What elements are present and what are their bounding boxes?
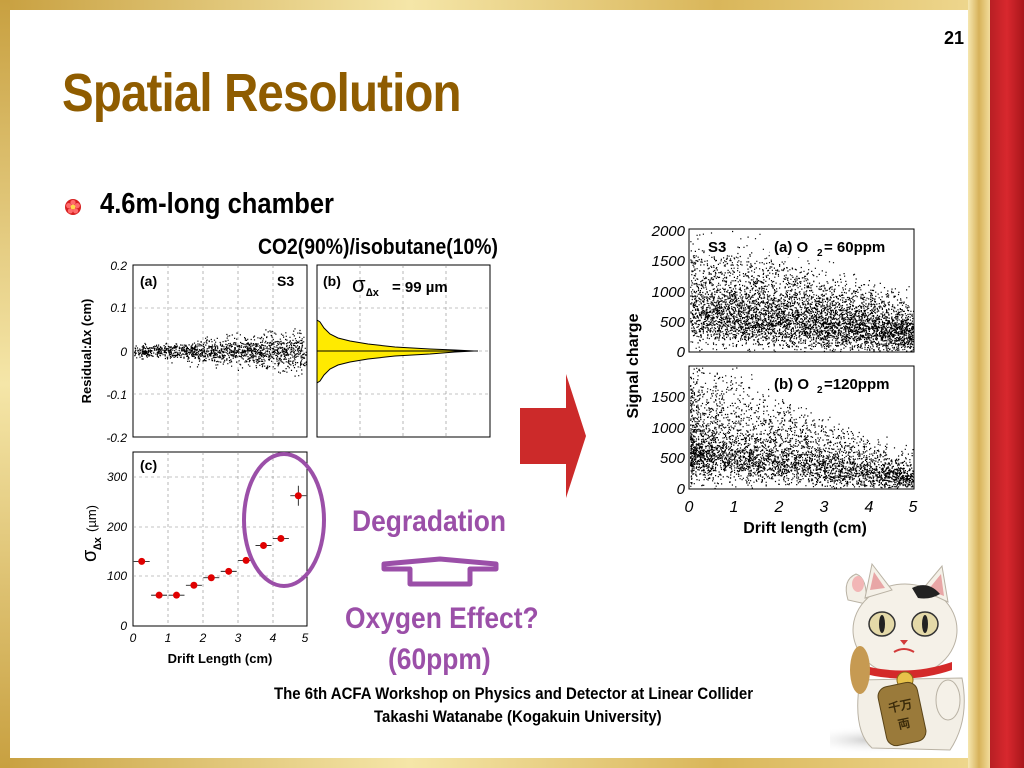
panel-b-sigma-value: = 99 µm xyxy=(392,279,448,296)
highlight-ellipse xyxy=(242,452,326,588)
panel-a-tag: (a) xyxy=(140,273,157,289)
oxygen-effect-label: Oxygen Effect? xyxy=(345,602,539,635)
right-b-o2-value: =120ppm xyxy=(824,376,889,393)
frame-bottom-border xyxy=(0,758,1024,768)
panel-c-ytick-100: 100 xyxy=(107,569,127,583)
degradation-label: Degradation xyxy=(352,505,507,538)
red-side-band xyxy=(990,0,1024,768)
oxygen-ppm-label: (60ppm) xyxy=(388,643,491,676)
panel-c-xtick-4: 4 xyxy=(270,631,277,645)
panel-b-histogram: (b) σ ∆x = 99 µm xyxy=(316,264,491,438)
panel-c-xlabel: Drift Length (cm) xyxy=(168,651,273,666)
sigma-point-8 xyxy=(255,541,272,549)
frame-left-border xyxy=(0,0,10,768)
panel-a-ytick-4: -0.1 xyxy=(106,388,127,402)
slide-title: Spatial Resolution xyxy=(62,63,462,123)
residual-figure: (a) S3 0.2 0.1 0 -0.1 -0.2 Residual:∆x (… xyxy=(79,259,309,666)
bullet-text: 4.6m-long chamber xyxy=(100,188,334,220)
right-b-ytick-0: 0 xyxy=(677,481,686,498)
scatter-r1-dots xyxy=(690,230,915,353)
sigma-point-6 xyxy=(220,567,237,575)
panel-a-ytick-1: 0.2 xyxy=(110,259,127,273)
right-b-o2-sub: 2 xyxy=(817,385,823,396)
panel-b-tag: (b) xyxy=(323,273,341,289)
right-a-run: S3 xyxy=(708,239,726,256)
right-a-o2-value: = 60ppm xyxy=(824,239,885,256)
panel-c-xtick-3: 3 xyxy=(235,631,242,645)
panel-c-ytick-300: 300 xyxy=(107,470,127,484)
right-xlabel: Drift length (cm) xyxy=(743,520,867,537)
footer-author: Takashi Watanabe (Kogakuin University) xyxy=(374,707,662,726)
svg-text:千万: 千万 xyxy=(887,696,914,716)
footer-workshop: The 6th ACFA Workshop on Physics and Det… xyxy=(274,684,754,703)
sigma-point-5 xyxy=(203,574,220,582)
scatter-r2-dots xyxy=(690,367,915,490)
panel-a-ytick-2: 0.1 xyxy=(110,301,127,315)
panel-b-sigma: σ xyxy=(352,272,366,297)
scatter-a-dots xyxy=(134,328,308,377)
hollow-arrow-icon xyxy=(381,556,499,587)
panel-c-ylabel-unit: (µm) xyxy=(84,505,99,532)
panel-a-ylabel: Residual:∆x (cm) xyxy=(79,299,94,404)
panel-c-sigma-vs-drift: (c) 300 200 100 0 0 1 2 3 4 5 Drift Leng… xyxy=(79,451,309,666)
right-xtick-1: 1 xyxy=(730,499,739,516)
page-number: 21 xyxy=(944,28,965,48)
right-a-ytick-500: 500 xyxy=(660,314,686,331)
panel-a-ytick-5: -0.2 xyxy=(106,431,127,445)
lucky-cat-image: 千万 両 xyxy=(830,562,965,754)
panel-c-ylabel: σ ∆x (µm) xyxy=(79,505,104,562)
panel-a-run: S3 xyxy=(277,273,294,289)
frame-top-border xyxy=(0,0,1024,10)
right-a-o2-sub: 2 xyxy=(817,248,823,259)
panel-c-ytick-0: 0 xyxy=(120,619,127,633)
right-a-ytick-0: 0 xyxy=(677,344,686,361)
signal-charge-figure: S3 (a) O 2 = 60ppm (b) O 2 =120ppm 2000 … xyxy=(625,223,918,537)
sigma-point-4 xyxy=(185,581,202,589)
right-ylabel: Signal charge xyxy=(625,313,642,418)
right-a-ytick-1000: 1000 xyxy=(652,284,686,301)
panel-c-ylabel-sigma: σ xyxy=(79,549,101,562)
right-b-tag-text: (b) O xyxy=(774,376,809,393)
right-b-tag: (b) O 2 =120ppm xyxy=(774,376,889,396)
flower-bullet-icon xyxy=(65,199,81,215)
gold-side-band xyxy=(968,0,990,768)
right-a-tag: (a) O 2 = 60ppm xyxy=(774,239,885,259)
right-a-ytick-2000: 2000 xyxy=(651,223,686,240)
sigma-point-2 xyxy=(151,591,168,599)
right-a-ytick-1500: 1500 xyxy=(652,253,686,270)
panel-c-ylabel-sub: ∆x xyxy=(92,536,104,550)
right-b-ytick-1500: 1500 xyxy=(652,389,686,406)
panel-c-ytick-200: 200 xyxy=(106,520,127,534)
gas-mixture-label: CO2(90%)/isobutane(10%) xyxy=(258,234,498,259)
panel-c-xtick-1: 1 xyxy=(165,631,172,645)
panel-b-sigma-sub: ∆x xyxy=(366,287,380,299)
panel-a-residual-scatter: (a) S3 0.2 0.1 0 -0.1 -0.2 Residual:∆x (… xyxy=(79,259,308,445)
right-b-ytick-1000: 1000 xyxy=(652,420,686,437)
right-xtick-2: 2 xyxy=(774,499,784,516)
sigma-point-9 xyxy=(272,535,289,543)
panel-c-xtick-0: 0 xyxy=(130,631,137,645)
right-xtick-0: 0 xyxy=(685,499,694,516)
right-xtick-5: 5 xyxy=(909,499,918,516)
sigma-point-3 xyxy=(168,591,185,599)
panel-c-xtick-2: 2 xyxy=(199,631,207,645)
right-xtick-4: 4 xyxy=(865,499,874,516)
right-b-ytick-500: 500 xyxy=(660,450,686,467)
sigma-point-10 xyxy=(290,485,307,506)
panel-a-ytick-3: 0 xyxy=(120,345,127,359)
right-xtick-3: 3 xyxy=(820,499,829,516)
panel-c-xtick-5: 5 xyxy=(302,631,309,645)
red-arrow-icon xyxy=(520,374,586,498)
right-a-tag-text: (a) O xyxy=(774,239,809,256)
panel-c-tag: (c) xyxy=(140,457,157,473)
svg-text:両: 両 xyxy=(897,716,912,732)
sigma-point-1 xyxy=(133,557,150,565)
